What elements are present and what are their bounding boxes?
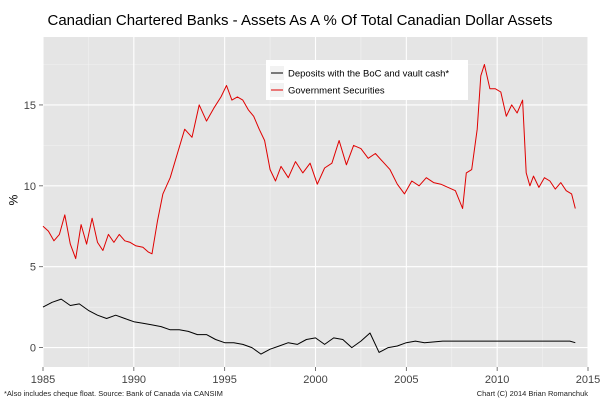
x-tick-label: 2000 [303, 374, 327, 386]
x-tick-label: 2015 [576, 374, 600, 386]
y-tick-label: 0 [30, 343, 36, 355]
y-tick-label: 15 [24, 100, 36, 112]
major-grid [42, 37, 589, 367]
legend-label-deposits: Deposits with the BoC and vault cash* [288, 69, 449, 80]
copyright-footnote: Chart (C) 2014 Brian Romanchuk [476, 389, 588, 398]
series-line-government-securities [42, 64, 576, 260]
legend-box [266, 60, 468, 100]
source-footnote: *Also includes cheque float. Source: Ban… [4, 389, 223, 398]
legend-label-government-securities: Government Securities [288, 86, 385, 97]
series-line-deposits [42, 298, 576, 355]
x-tick-label: 2010 [485, 374, 509, 386]
chart-title: Canadian Chartered Banks - Assets As A %… [47, 12, 553, 29]
legend: Deposits with the BoC and vault cash* Gov… [266, 60, 468, 100]
y-tick-label: 5 [30, 262, 36, 274]
x-tick-label: 1990 [122, 374, 146, 386]
y-tick-label: 10 [24, 181, 36, 193]
y-axis: 0 5 10 15 [24, 100, 43, 355]
series-layer [42, 64, 576, 355]
x-tick-label: 2005 [394, 374, 418, 386]
x-axis: 1985 1990 1995 2000 2005 2010 2015 [31, 367, 600, 386]
x-tick-label: 1995 [212, 374, 236, 386]
x-tick-label: 1985 [31, 374, 55, 386]
